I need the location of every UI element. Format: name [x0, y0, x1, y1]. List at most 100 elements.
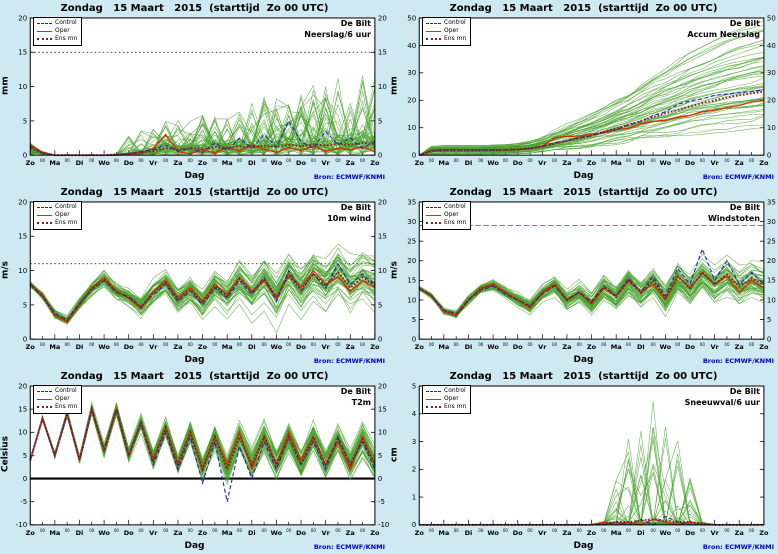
svg-text:00: 00: [429, 342, 435, 347]
svg-text:00: 00: [503, 158, 509, 163]
x-axis-label: Dag: [184, 355, 205, 365]
legend-label-oper: Oper: [444, 211, 459, 218]
svg-text:00: 00: [429, 158, 435, 163]
svg-text:00: 00: [65, 342, 71, 347]
svg-text:Zo: Zo: [198, 343, 208, 351]
oper-line-swatch: [426, 30, 441, 32]
legend-box: Control Oper Ens mn: [422, 385, 472, 414]
legend-box: Control Oper Ens mn: [33, 385, 83, 414]
svg-text:00: 00: [527, 158, 533, 163]
svg-text:Za: Za: [735, 159, 744, 167]
svg-text:00: 00: [114, 158, 120, 163]
svg-text:0: 0: [412, 152, 416, 160]
legend-box: Control Oper Ens mn: [33, 201, 83, 230]
svg-text:Ma: Ma: [49, 529, 60, 537]
svg-text:Za: Za: [346, 529, 355, 537]
svg-text:Do: Do: [685, 159, 695, 167]
svg-text:Za: Za: [735, 529, 744, 537]
svg-text:-5: -5: [20, 497, 27, 506]
svg-text:00: 00: [675, 528, 681, 533]
svg-text:00: 00: [454, 342, 460, 347]
svg-text:Wo: Wo: [660, 343, 672, 351]
legend-box: Control Oper Ens mn: [33, 17, 83, 46]
svg-text:Za: Za: [562, 529, 571, 537]
svg-text:00: 00: [138, 342, 144, 347]
svg-text:20: 20: [378, 199, 387, 206]
svg-text:00: 00: [237, 342, 243, 347]
svg-text:00: 00: [138, 158, 144, 163]
legend-row-control: Control: [37, 387, 77, 395]
svg-text:Wo: Wo: [487, 159, 499, 167]
svg-text:00: 00: [237, 158, 243, 163]
svg-text:00: 00: [503, 528, 509, 533]
legend-label-ensmn: Ens mn: [444, 219, 467, 226]
svg-text:40: 40: [767, 42, 776, 50]
variable-name: Accum Neerslag: [687, 30, 760, 39]
plot-area: -10 -10 -5 -5 0 0 5 5 10 10 15 15 20 20 Zo 00 Ma 00 Di 00 Wo…: [0, 383, 390, 552]
svg-text:20: 20: [18, 15, 27, 22]
svg-text:Di: Di: [76, 529, 84, 537]
svg-text:00: 00: [89, 158, 95, 163]
chart-panel-accum-neerslag: Zondag 15 Maart 2015 (starttijd Zo 00 UT…: [389, 0, 778, 184]
svg-text:00: 00: [311, 342, 317, 347]
svg-text:Di: Di: [637, 343, 645, 351]
svg-text:00: 00: [503, 342, 509, 347]
svg-text:10: 10: [378, 428, 387, 437]
svg-text:35: 35: [767, 199, 776, 206]
svg-text:15: 15: [378, 233, 387, 241]
svg-text:Wo: Wo: [271, 529, 283, 537]
svg-text:00: 00: [360, 158, 366, 163]
svg-text:00: 00: [40, 158, 46, 163]
svg-text:Za: Za: [735, 343, 744, 351]
control-line-swatch: [426, 22, 441, 24]
svg-text:35: 35: [407, 199, 416, 206]
svg-text:Ma: Ma: [438, 159, 449, 167]
svg-text:Ma: Ma: [611, 159, 622, 167]
svg-text:00: 00: [454, 528, 460, 533]
svg-text:Ma: Ma: [438, 343, 449, 351]
svg-text:00: 00: [335, 342, 341, 347]
legend-row-oper: Oper: [426, 27, 466, 35]
chart-title: Zondag 15 Maart 2015 (starttijd Zo 00 UT…: [449, 187, 718, 198]
svg-text:00: 00: [262, 158, 268, 163]
chart-panel-neerslag: Zondag 15 Maart 2015 (starttijd Zo 00 UT…: [0, 0, 389, 184]
svg-text:Ma: Ma: [222, 343, 233, 351]
svg-text:00: 00: [626, 528, 632, 533]
svg-text:Di: Di: [76, 343, 84, 351]
oper-line-swatch: [37, 30, 52, 32]
svg-text:00: 00: [212, 158, 218, 163]
chart-panel-sneeuwval: Zondag 15 Maart 2015 (starttijd Zo 00 UT…: [389, 368, 778, 554]
svg-text:20: 20: [407, 257, 416, 265]
svg-text:10: 10: [18, 428, 27, 437]
svg-text:Wo: Wo: [98, 159, 110, 167]
svg-text:-5: -5: [378, 497, 385, 506]
svg-text:Do: Do: [513, 529, 523, 537]
legend-label-ensmn: Ens mn: [444, 35, 467, 42]
svg-text:0: 0: [23, 474, 27, 483]
control-line-swatch: [37, 206, 52, 208]
legend-label-oper: Oper: [55, 211, 70, 218]
svg-text:Do: Do: [296, 529, 306, 537]
svg-text:5: 5: [23, 301, 27, 309]
svg-text:Zo: Zo: [198, 529, 208, 537]
svg-text:20: 20: [18, 383, 27, 390]
control-line-swatch: [426, 206, 441, 208]
svg-text:00: 00: [577, 528, 583, 533]
svg-text:00: 00: [188, 342, 194, 347]
svg-text:Za: Za: [346, 159, 355, 167]
svg-text:0: 0: [23, 152, 27, 160]
svg-text:Zo: Zo: [587, 529, 597, 537]
legend-row-control: Control: [426, 203, 466, 211]
svg-text:Zo: Zo: [587, 159, 597, 167]
svg-text:Vr: Vr: [711, 159, 720, 167]
control-line-swatch: [37, 390, 52, 392]
svg-text:Zo: Zo: [26, 529, 36, 537]
station-name: De Bilt: [340, 203, 371, 212]
svg-text:00: 00: [89, 342, 95, 347]
svg-text:25: 25: [767, 238, 776, 246]
svg-text:00: 00: [262, 342, 268, 347]
legend-label-oper: Oper: [55, 395, 70, 402]
legend-label-control: Control: [444, 387, 466, 394]
svg-text:Do: Do: [124, 343, 134, 351]
